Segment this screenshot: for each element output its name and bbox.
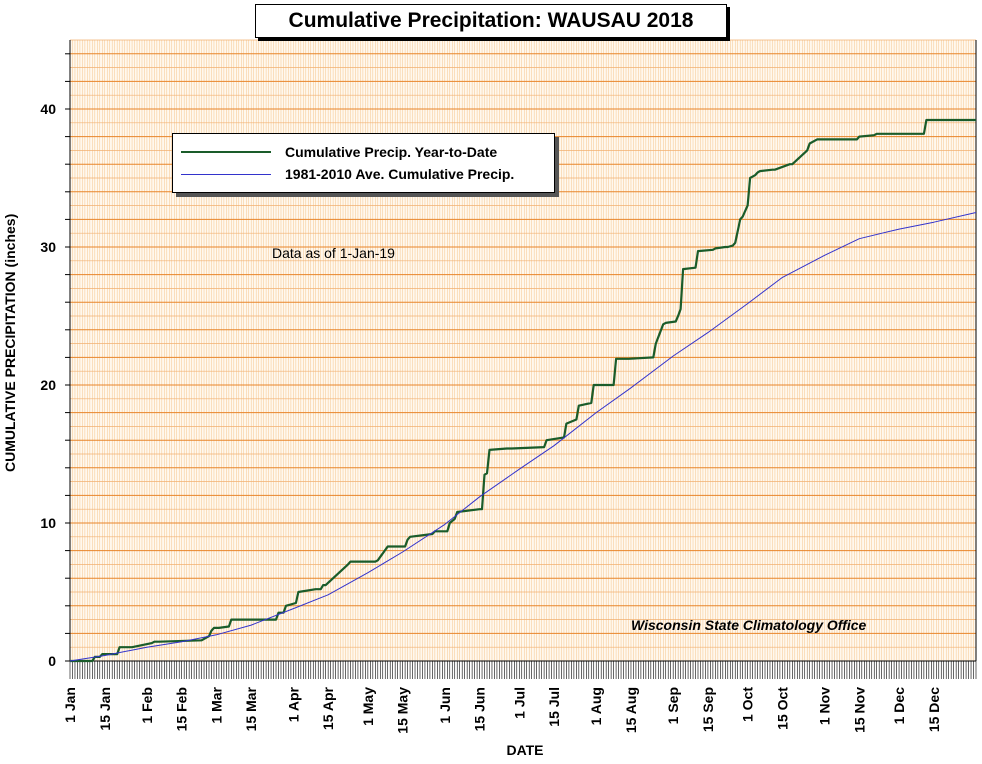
- series-layer: [69, 118, 977, 663]
- x-axis-label: DATE: [506, 742, 544, 758]
- x-tick-label: 15 Jan: [97, 687, 113, 731]
- y-tick-label: 30: [40, 239, 56, 255]
- axes: 0 10 20 30 40 1 Jan 15 Jan 1 Feb 15 Feb 1 Mar 15 M…: [40, 40, 977, 734]
- y-tick-label: 10: [40, 515, 56, 531]
- y-tick-label: 20: [40, 377, 56, 393]
- legend-label-ytd: Cumulative Precip. Year-to-Date: [285, 144, 498, 160]
- x-tick-label: 15 Aug: [623, 687, 639, 733]
- x-tick-label: 15 Nov: [851, 687, 867, 733]
- x-tick-label: 1 Apr: [285, 686, 301, 722]
- x-tick-label: 1 Jul: [511, 687, 527, 719]
- y-axis-label: CUMULATIVE PRECIPITATION (inches): [2, 213, 18, 472]
- x-tick-label: 1 Jun: [437, 687, 453, 724]
- x-tick-label: 15 Jun: [472, 687, 488, 731]
- legend-item-ytd: Cumulative Precip. Year-to-Date: [181, 144, 497, 160]
- legend: Cumulative Precip. Year-to-Date 1981-201…: [172, 133, 555, 193]
- data-date-annotation: Data as of 1-Jan-19: [272, 245, 395, 261]
- series-line-average: [69, 212, 977, 662]
- x-tick-label: 1 Oct: [740, 687, 756, 722]
- legend-label-average: 1981-2010 Ave. Cumulative Precip.: [285, 166, 515, 182]
- x-tick-label: 1 Jan: [62, 687, 78, 723]
- y-tick-label: 0: [48, 653, 56, 669]
- x-tick-label: 15 Feb: [174, 687, 190, 731]
- x-tick-label: 15 Jul: [546, 687, 562, 727]
- x-tick-label: 1 Feb: [139, 687, 155, 724]
- y-tick-label: 40: [40, 101, 56, 117]
- x-tick-label: 15 Apr: [320, 686, 336, 730]
- legend-item-average: 1981-2010 Ave. Cumulative Precip.: [181, 166, 514, 182]
- x-tick-label: 15 Mar: [243, 686, 259, 731]
- x-tick-label: 15 Oct: [774, 687, 790, 730]
- legend-swatch-average: [181, 173, 271, 175]
- x-tick-label: 1 Nov: [817, 687, 833, 725]
- x-tick-label: 1 Mar: [208, 686, 224, 723]
- source-credit: Wisconsin State Climatology Office: [631, 617, 867, 633]
- x-tick-label: 1 Dec: [891, 687, 907, 725]
- series-line-year-to-date: [70, 118, 976, 663]
- x-tick-label: 15 Sep: [700, 687, 716, 732]
- legend-swatch-ytd: [181, 151, 271, 153]
- x-tick-label: 1 Sep: [665, 687, 681, 724]
- x-tick-label: 15 Dec: [926, 687, 942, 732]
- chart-title: Cumulative Precipitation: WAUSAU 2018: [255, 4, 727, 38]
- x-tick-label: 15 May: [395, 687, 411, 734]
- x-tick-label: 1 Aug: [588, 687, 604, 725]
- x-tick-label: 1 May: [360, 687, 376, 726]
